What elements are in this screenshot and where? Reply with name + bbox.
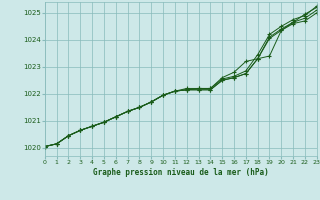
X-axis label: Graphe pression niveau de la mer (hPa): Graphe pression niveau de la mer (hPa) [93, 168, 269, 177]
